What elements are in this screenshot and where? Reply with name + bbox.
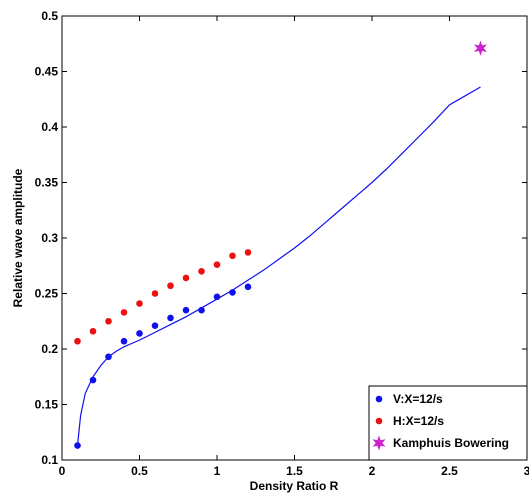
scatter-point <box>167 282 174 290</box>
scatter-point <box>198 306 205 314</box>
y-tick-label: 0.3 <box>41 231 58 245</box>
scatter-point <box>120 337 128 345</box>
legend-marker <box>372 435 386 451</box>
x-tick-label: 3 <box>524 464 529 478</box>
x-tick-label: 0 <box>59 464 66 478</box>
scatter-point <box>120 309 128 316</box>
data-points-layer <box>74 40 488 449</box>
legend-marker <box>375 417 383 425</box>
y-tick-label: 0.45 <box>35 65 59 79</box>
scatter-point <box>136 330 143 337</box>
legend-marker <box>375 395 383 403</box>
legend-label: Kamphuis Bowering <box>393 436 509 450</box>
y-tick-label: 0.4 <box>41 120 58 134</box>
legend-label: V:X=12/s <box>393 392 443 406</box>
scatter-point <box>213 293 221 301</box>
x-tick-label: 1 <box>214 464 221 478</box>
scatter-point <box>182 306 190 314</box>
legend-label: H:X=12/s <box>393 414 444 428</box>
scatter-point <box>244 249 252 256</box>
scatter-point <box>229 289 236 296</box>
y-axis-label: Relative wave amplitude <box>11 168 25 307</box>
y-tick-label: 0.25 <box>35 287 59 301</box>
scatter-point <box>213 261 221 268</box>
x-axis-label: Density Ratio R <box>250 479 339 493</box>
scatter-point <box>151 290 159 297</box>
star-point <box>473 40 488 56</box>
scatter-point <box>167 314 174 322</box>
scatter-point <box>89 327 97 335</box>
scatter-point <box>136 300 143 307</box>
scatter-point <box>182 274 190 282</box>
x-tick-label: 2 <box>369 464 376 478</box>
scatter-point <box>229 252 236 260</box>
y-tick-label: 0.2 <box>41 342 58 356</box>
y-tick-label: 0.1 <box>41 453 58 467</box>
y-tick-label: 0.15 <box>35 398 59 412</box>
legend: V:X=12/s H:X=12/s Kamphuis Bowering <box>368 385 528 461</box>
x-tick-label: 1.5 <box>286 464 303 478</box>
scatter-point <box>244 283 252 291</box>
y-tick-label: 0.35 <box>35 176 59 190</box>
scatter-point <box>89 376 97 384</box>
scatter-point <box>198 268 205 275</box>
scatter-point <box>74 442 81 449</box>
scatter-point <box>151 322 159 329</box>
scatter-point <box>105 317 112 325</box>
scatter-point <box>74 337 81 345</box>
x-tick-label: 2.5 <box>441 464 458 478</box>
scatter-point <box>105 353 112 361</box>
x-tick-label: 0.5 <box>131 464 148 478</box>
y-tick-label: 0.5 <box>41 9 58 23</box>
legend-box <box>368 385 528 461</box>
